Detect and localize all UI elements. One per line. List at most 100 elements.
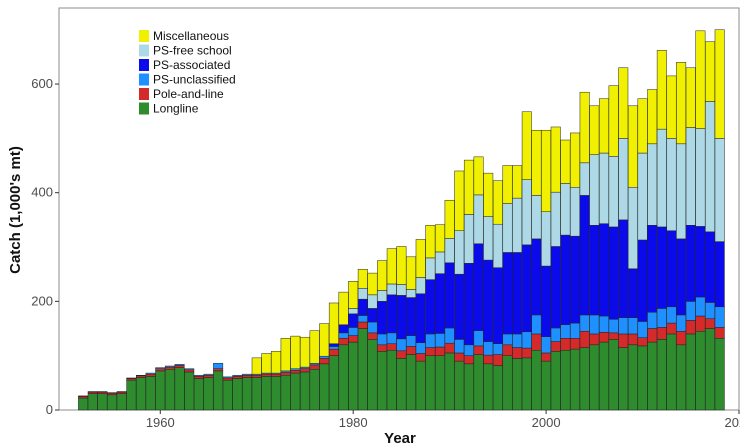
bar-ps-associated-2009 [627,268,638,318]
bar-pole-and-line-1968 [232,376,243,379]
bar-pole-and-line-1999 [531,333,542,351]
bar-longline-1991 [454,360,465,411]
bar-longline-1982 [367,339,378,411]
bar-longline-1995 [492,365,503,411]
bar-ps-free-school-2010 [637,152,648,241]
y-tick-label: 600 [31,76,53,91]
bar-ps-free-school-1986 [406,289,417,298]
bar-pole-and-line-1970 [251,374,262,378]
bar-ps-unclassified-2015 [685,301,696,321]
bar-miscellaneous-1999 [531,129,542,196]
bar-pole-and-line-1963 [184,369,195,373]
bar-ps-unclassified-1982 [367,321,378,334]
bar-ps-associated-2013 [666,230,677,308]
bar-ps-free-school-2006 [598,152,609,224]
bar-ps-associated-1993 [473,243,484,331]
legend-swatch-pole-and-line [139,88,149,100]
bar-ps-free-school-1989 [435,251,445,274]
bar-miscellaneous-2009 [627,105,638,188]
bar-ps-free-school-2018 [714,138,725,242]
bar-ps-unclassified-2012 [656,308,667,328]
bar-ps-associated-1990 [444,262,455,329]
bar-ps-free-school-2004 [579,162,590,196]
bar-miscellaneous-1992 [463,159,474,215]
bar-ps-associated-2005 [589,225,600,316]
bar-ps-associated-1991 [454,273,465,340]
bar-ps-unclassified-1993 [473,330,484,347]
bar-ps-unclassified-2006 [598,315,609,333]
bar-ps-associated-1995 [492,267,503,344]
bar-pole-and-line-1962 [174,365,185,368]
bar-pole-and-line-1989 [435,346,445,356]
legend-label-ps-free-school: PS-free school [153,44,232,58]
bar-pole-and-line-2002 [560,338,571,351]
bar-ps-free-school-1994 [483,216,494,261]
bar-ps-unclassified-1984 [386,332,397,344]
x-axis: 1960 1980 2000 2020 [146,410,740,430]
bar-ps-unclassified-1998 [521,331,532,349]
bar-ps-associated-2006 [598,223,609,317]
bar-ps-associated-2016 [695,226,706,298]
bar-ps-unclassified-1969 [242,373,253,376]
bar-pole-and-line-1983 [377,344,388,352]
bar-pole-and-line-1980 [348,335,359,343]
bar-ps-associated-1987 [415,293,426,343]
bar-longline-2004 [579,347,590,411]
bar-ps-unclassified-1992 [463,344,474,356]
bar-miscellaneous-1973 [280,338,291,372]
bar-pole-and-line-1972 [271,373,281,377]
bar-longline-2000 [541,360,552,411]
bar-longline-1959 [145,376,156,411]
bar-longline-1985 [396,358,407,411]
bar-pole-and-line-1997 [512,347,523,359]
bar-ps-free-school-1985 [396,284,407,296]
bar-ps-free-school-2009 [627,187,638,270]
bar-ps-unclassified-1955 [107,392,118,394]
bar-longline-1984 [386,349,397,411]
bar-longline-2017 [705,328,716,411]
bar-miscellaneous-1998 [521,111,532,180]
bar-pole-and-line-2000 [541,352,552,362]
bar-ps-unclassified-2007 [608,319,619,334]
bar-longline-2002 [560,349,571,411]
bar-pole-and-line-1975 [299,368,310,373]
bar-longline-1977 [319,363,330,411]
bar-miscellaneous-2008 [618,67,629,139]
bar-ps-free-school-1981 [357,288,368,300]
bar-longline-2013 [666,333,677,411]
bar-pole-and-line-2013 [666,322,677,335]
bar-pole-and-line-1969 [242,374,253,378]
bar-longline-2016 [695,330,706,411]
bar-ps-associated-1998 [521,244,532,333]
bar-miscellaneous-2015 [685,67,696,128]
bar-ps-free-school-2014 [676,143,687,240]
x-tick-label: 1980 [339,415,368,430]
bar-ps-unclassified-1958 [136,374,146,377]
y-tick-label: 0 [46,402,53,417]
bar-ps-unclassified-2014 [676,314,687,332]
bar-ps-unclassified-1968 [232,374,243,377]
bar-ps-unclassified-2009 [627,317,638,335]
legend-label-ps-unclassified: PS-unclassified [153,73,236,87]
bar-pole-and-line-2011 [647,328,658,343]
legend-label-longline: Longline [153,102,199,116]
bar-ps-unclassified-2000 [541,336,552,354]
bar-ps-associated-1979 [338,324,349,334]
bar-ps-unclassified-1977 [319,355,330,359]
bar-ps-unclassified-2005 [589,314,600,335]
bar-miscellaneous-2001 [550,126,561,193]
bar-miscellaneous-1994 [483,172,494,217]
bars-layer [78,29,725,411]
bar-ps-associated-2015 [685,225,696,302]
bar-ps-unclassified-1994 [483,341,494,356]
bar-longline-1962 [174,367,185,411]
x-axis-title: Year [384,430,416,446]
bar-longline-1954 [97,393,108,411]
bar-pole-and-line-1979 [338,338,349,346]
bar-ps-associated-2010 [637,239,648,322]
bar-pole-and-line-1986 [406,346,417,355]
bar-longline-2003 [570,348,580,411]
bar-ps-free-school-1997 [512,197,523,253]
bar-ps-free-school-1993 [473,194,484,245]
bar-pole-and-line-1985 [396,350,407,359]
